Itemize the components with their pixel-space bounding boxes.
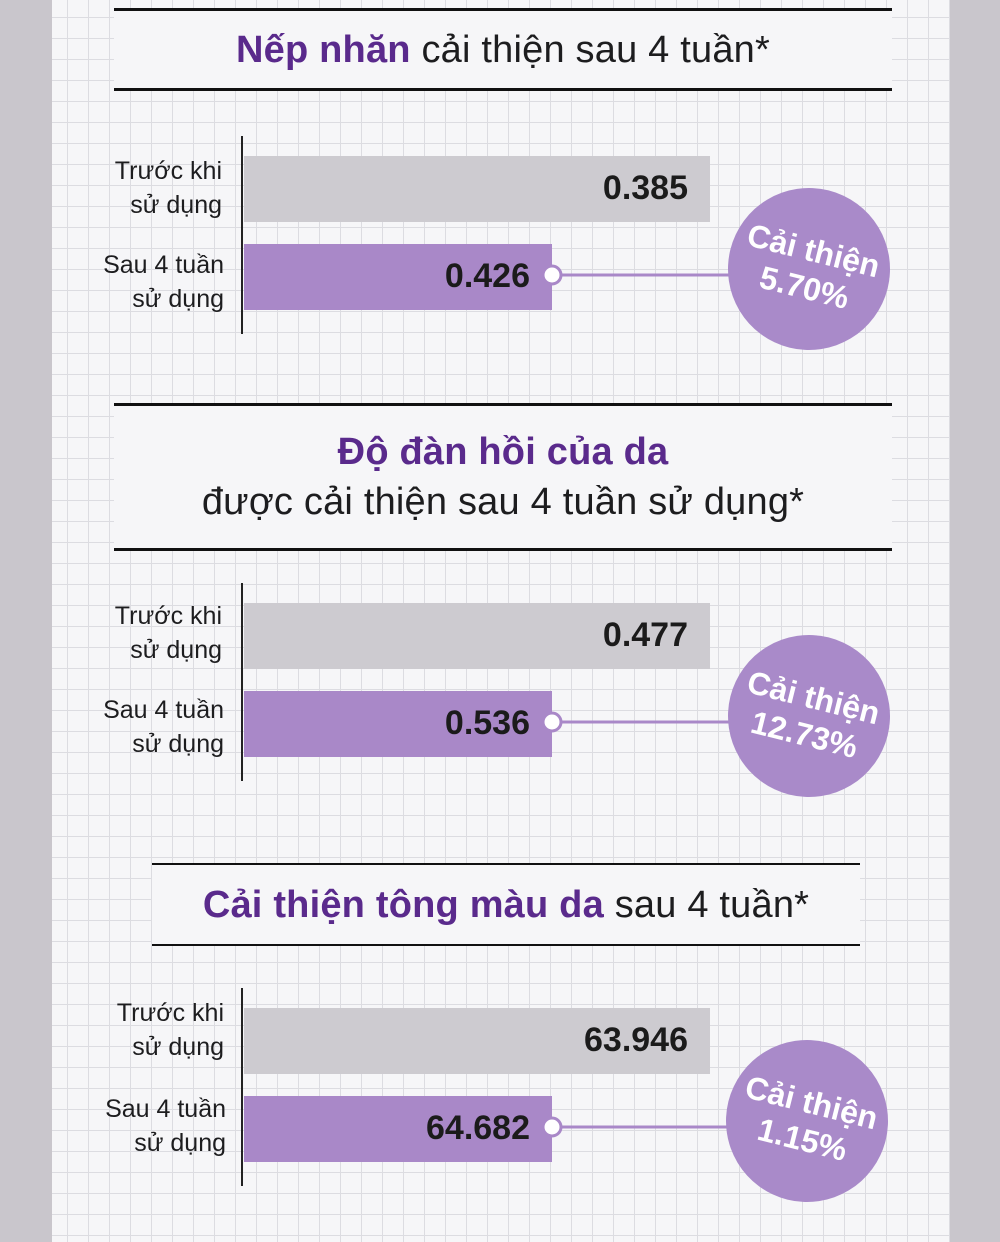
chart-elasticity-label-after: Sau 4 tuần sử dụng: [54, 693, 224, 761]
section-2-title: Độ đàn hồi của da được cải thiện sau 4 t…: [114, 403, 892, 551]
chart-elasticity-bar-after: [244, 691, 552, 757]
chart-elasticity-value-after: 0.536: [444, 704, 530, 742]
label-after-line1: Sau 4 tuần: [103, 251, 224, 279]
label-after-line2: sử dụng: [134, 1129, 226, 1157]
chart-skin-tone-bar-after: [244, 1096, 552, 1162]
label-after-line2: sử dụng: [132, 285, 224, 313]
chart-wrinkles-svg: [241, 136, 732, 334]
chart-skin-tone-value-before: 63.946: [584, 1021, 688, 1059]
label-before-line1: Trước khi: [114, 157, 222, 185]
label-before-line2: sử dụng: [130, 636, 222, 664]
chart-skin-tone: Trước khi sử dụng Sau 4 tuần sử dụng 63.…: [52, 982, 950, 1220]
chart-elasticity-value-before: 0.477: [602, 616, 688, 654]
section-2-title-line2: được cải thiện sau 4 tuần sử dụng*: [201, 481, 805, 523]
label-before-line2: sử dụng: [130, 191, 222, 219]
chart-elasticity-label-before: Trước khi sử dụng: [52, 599, 222, 667]
section-3-title: Cải thiện tông màu da sau 4 tuần*: [152, 863, 860, 946]
section-1-title-rest: cải thiện sau 4 tuần*: [410, 28, 771, 71]
chart-wrinkles-bar-after: [244, 244, 552, 310]
section-2-title-line1: Độ đàn hồi của da: [337, 431, 669, 473]
chart-skin-tone-connector-dot: [541, 1116, 563, 1138]
label-after-line1: Sau 4 tuần: [103, 696, 224, 724]
chart-elasticity-bar-before: [244, 603, 710, 669]
label-after-line2: sử dụng: [132, 730, 224, 758]
section-3-title-highlight: Cải thiện tông màu da: [202, 883, 604, 926]
chart-wrinkles-label-after: Sau 4 tuần sử dụng: [54, 248, 224, 316]
chart-wrinkles-connector-dot: [541, 264, 563, 286]
chart-elasticity-connector-dot: [541, 711, 563, 733]
chart-skin-tone-label-before: Trước khi sử dụng: [54, 996, 224, 1064]
chart-skin-tone-value-after: 64.682: [426, 1109, 530, 1147]
section-1-title-highlight: Nếp nhăn: [235, 28, 411, 71]
chart-elasticity-svg: [241, 583, 732, 781]
chart-elasticity: Trước khi sử dụng Sau 4 tuần sử dụng 0.4…: [52, 577, 950, 815]
chart-skin-tone-label-after: Sau 4 tuần sử dụng: [56, 1092, 226, 1160]
section-1-title: Nếp nhăn cải thiện sau 4 tuần*: [114, 8, 892, 91]
infographic-page: Nếp nhăn cải thiện sau 4 tuần* Trước khi…: [52, 0, 950, 1242]
label-after-line1: Sau 4 tuần: [105, 1095, 226, 1123]
chart-wrinkles-label-before: Trước khi sử dụng: [52, 154, 222, 222]
chart-wrinkles-bar-before: [244, 156, 710, 222]
chart-wrinkles: Trước khi sử dụng Sau 4 tuần sử dụng 0.3…: [52, 130, 950, 368]
chart-wrinkles-value-after: 0.426: [444, 257, 530, 295]
label-before-line2: sử dụng: [132, 1033, 224, 1061]
chart-wrinkles-value-before: 0.385: [602, 169, 688, 207]
chart-skin-tone-svg: [241, 988, 732, 1186]
chart-skin-tone-bar-before: [244, 1008, 710, 1074]
label-before-line1: Trước khi: [116, 999, 224, 1027]
section-3-title-rest: sau 4 tuần*: [603, 883, 810, 926]
label-before-line1: Trước khi: [114, 602, 222, 630]
